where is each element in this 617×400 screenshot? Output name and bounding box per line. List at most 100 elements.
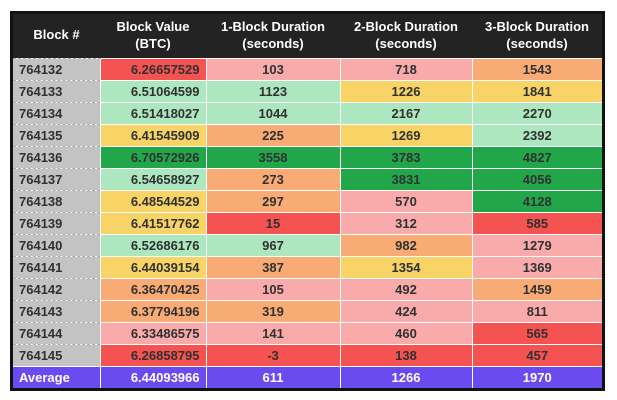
cell-block-number: 764134 bbox=[13, 101, 100, 124]
column-header-value-sublabel: (BTC) bbox=[135, 35, 171, 51]
cell-block-value: 6.51418027 bbox=[99, 101, 206, 124]
average-1block-cell: 611 bbox=[205, 365, 340, 388]
cell-block-value: 6.52686176 bbox=[99, 233, 206, 256]
cell-3block-duration: 457 bbox=[471, 343, 602, 366]
table-row: 764138 6.48544529 297 570 4128 bbox=[13, 189, 602, 212]
column-header-3block-sublabel: (seconds) bbox=[506, 35, 568, 51]
cell-1block-duration: 103 bbox=[205, 57, 340, 80]
cell-block-number: 764143 bbox=[13, 299, 100, 322]
header-row: Block # Block Value (BTC) 1-Block Durati… bbox=[13, 14, 602, 58]
cell-1block-duration: 1044 bbox=[205, 101, 340, 124]
cell-1block-duration: 225 bbox=[205, 123, 340, 146]
cell-2block-duration: 492 bbox=[339, 277, 472, 300]
cell-3block-duration: 4056 bbox=[471, 167, 602, 190]
cell-2block-duration: 570 bbox=[339, 189, 472, 212]
cell-2block-duration: 460 bbox=[339, 321, 472, 344]
cell-1block-duration: 297 bbox=[205, 189, 340, 212]
cell-block-value: 6.26858795 bbox=[99, 343, 206, 366]
cell-3block-duration: 1279 bbox=[471, 233, 602, 256]
cell-block-value: 6.44039154 bbox=[99, 255, 206, 278]
cell-1block-duration: 387 bbox=[205, 255, 340, 278]
cell-3block-duration: 1543 bbox=[471, 57, 602, 80]
table-row: 764137 6.54658927 273 3831 4056 bbox=[13, 167, 602, 190]
column-header-1block: 1-Block Duration (seconds) bbox=[206, 14, 340, 58]
cell-block-value: 6.37794196 bbox=[99, 299, 206, 322]
cell-2block-duration: 3831 bbox=[339, 167, 472, 190]
table-row: 764140 6.52686176 967 982 1279 bbox=[13, 233, 602, 256]
column-header-2block-sublabel: (seconds) bbox=[375, 35, 437, 51]
cell-block-number: 764144 bbox=[13, 321, 100, 344]
cell-2block-duration: 3783 bbox=[339, 145, 472, 168]
cell-2block-duration: 312 bbox=[339, 211, 472, 234]
cell-1block-duration: 141 bbox=[205, 321, 340, 344]
cell-3block-duration: 811 bbox=[471, 299, 602, 322]
column-header-3block-label: 3-Block Duration bbox=[484, 18, 589, 34]
table-row: 764143 6.37794196 319 424 811 bbox=[13, 299, 602, 322]
cell-block-number: 764135 bbox=[13, 123, 100, 146]
cell-1block-duration: 967 bbox=[205, 233, 340, 256]
cell-block-value: 6.41517762 bbox=[99, 211, 206, 234]
table-row: 764145 6.26858795 -3 138 457 bbox=[13, 343, 602, 366]
cell-3block-duration: 565 bbox=[471, 321, 602, 344]
cell-2block-duration: 138 bbox=[339, 343, 472, 366]
cell-2block-duration: 424 bbox=[339, 299, 472, 322]
cell-3block-duration: 2270 bbox=[471, 101, 602, 124]
cell-2block-duration: 2167 bbox=[339, 101, 472, 124]
average-value-cell: 6.44093966 bbox=[99, 365, 206, 388]
cell-3block-duration: 1369 bbox=[471, 255, 602, 278]
cell-1block-duration: 15 bbox=[205, 211, 340, 234]
cell-3block-duration: 1841 bbox=[471, 79, 602, 102]
table-row: 764142 6.36470425 105 492 1459 bbox=[13, 277, 602, 300]
cell-1block-duration: 105 bbox=[205, 277, 340, 300]
cell-1block-duration: 1123 bbox=[205, 79, 340, 102]
cell-block-value: 6.54658927 bbox=[99, 167, 206, 190]
cell-1block-duration: 319 bbox=[205, 299, 340, 322]
table-row: 764144 6.33486575 141 460 565 bbox=[13, 321, 602, 344]
block-duration-table: Block # Block Value (BTC) 1-Block Durati… bbox=[13, 14, 602, 388]
column-header-2block: 2-Block Duration (seconds) bbox=[340, 14, 472, 58]
cell-2block-duration: 1269 bbox=[339, 123, 472, 146]
cell-block-number: 764140 bbox=[13, 233, 100, 256]
cell-2block-duration: 982 bbox=[339, 233, 472, 256]
table-header: Block # Block Value (BTC) 1-Block Durati… bbox=[13, 14, 602, 58]
cell-1block-duration: -3 bbox=[205, 343, 340, 366]
cell-1block-duration: 273 bbox=[205, 167, 340, 190]
table-row: 764132 6.26657529 103 718 1543 bbox=[13, 57, 602, 80]
average-3block-cell: 1970 bbox=[471, 365, 602, 388]
cell-block-value: 6.48544529 bbox=[99, 189, 206, 212]
table-row: 764135 6.41545909 225 1269 2392 bbox=[13, 123, 602, 146]
table-row: 764136 6.70572926 3558 3783 4827 bbox=[13, 145, 602, 168]
cell-block-value: 6.41545909 bbox=[99, 123, 206, 146]
column-header-block: Block # bbox=[13, 14, 100, 58]
column-header-value: Block Value (BTC) bbox=[100, 14, 206, 58]
cell-3block-duration: 2392 bbox=[471, 123, 602, 146]
table-row: 764141 6.44039154 387 1354 1369 bbox=[13, 255, 602, 278]
cell-block-number: 764138 bbox=[13, 189, 100, 212]
block-table-frame: Block # Block Value (BTC) 1-Block Durati… bbox=[10, 11, 605, 391]
cell-block-number: 764136 bbox=[13, 145, 100, 168]
cell-2block-duration: 1226 bbox=[339, 79, 472, 102]
table-body: 764132 6.26657529 103 718 1543 764133 6.510645… bbox=[13, 57, 602, 366]
column-header-block-label: Block # bbox=[33, 27, 80, 43]
cell-2block-duration: 1354 bbox=[339, 255, 472, 278]
cell-block-value: 6.33486575 bbox=[99, 321, 206, 344]
cell-block-value: 6.36470425 bbox=[99, 277, 206, 300]
cell-2block-duration: 718 bbox=[339, 57, 472, 80]
table-row: 764133 6.51064599 1123 1226 1841 bbox=[13, 79, 602, 102]
cell-block-number: 764132 bbox=[13, 57, 100, 80]
column-header-3block: 3-Block Duration (seconds) bbox=[472, 14, 602, 58]
column-header-2block-label: 2-Block Duration bbox=[353, 18, 458, 34]
column-header-value-label: Block Value bbox=[116, 18, 190, 34]
cell-block-number: 764145 bbox=[13, 343, 100, 366]
cell-block-number: 764142 bbox=[13, 277, 100, 300]
cell-block-number: 764139 bbox=[13, 211, 100, 234]
cell-block-value: 6.70572926 bbox=[99, 145, 206, 168]
table-row: 764134 6.51418027 1044 2167 2270 bbox=[13, 101, 602, 124]
cell-block-number: 764141 bbox=[13, 255, 100, 278]
cell-3block-duration: 4128 bbox=[471, 189, 602, 212]
cell-3block-duration: 4827 bbox=[471, 145, 602, 168]
cell-3block-duration: 585 bbox=[471, 211, 602, 234]
cell-3block-duration: 1459 bbox=[471, 277, 602, 300]
cell-block-value: 6.26657529 bbox=[99, 57, 206, 80]
